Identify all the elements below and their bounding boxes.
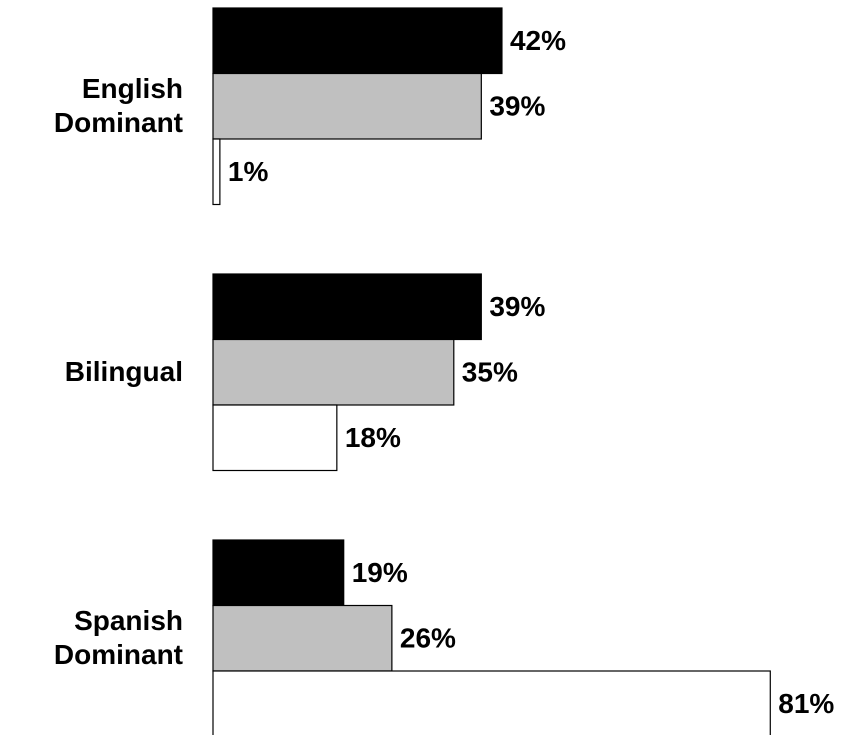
value-label: 18% (345, 422, 401, 453)
value-label: 19% (352, 557, 408, 588)
value-label: 81% (778, 688, 834, 719)
bar (212, 7, 503, 75)
value-label: 26% (400, 623, 456, 654)
value-label: 1% (228, 156, 269, 187)
bar (212, 604, 393, 672)
bar (212, 273, 482, 341)
bar (212, 338, 455, 406)
category-label: English Dominant (53, 73, 183, 139)
bar (212, 138, 221, 206)
value-label: 35% (462, 357, 518, 388)
bar (212, 72, 482, 140)
value-label: 42% (510, 25, 566, 56)
category-label: Bilingual (64, 356, 183, 388)
bar (212, 404, 338, 472)
value-label: 39% (489, 91, 545, 122)
value-label: 39% (489, 291, 545, 322)
category-label: Spanish Dominant (53, 605, 183, 671)
bar (212, 670, 771, 735)
bar (212, 539, 345, 607)
